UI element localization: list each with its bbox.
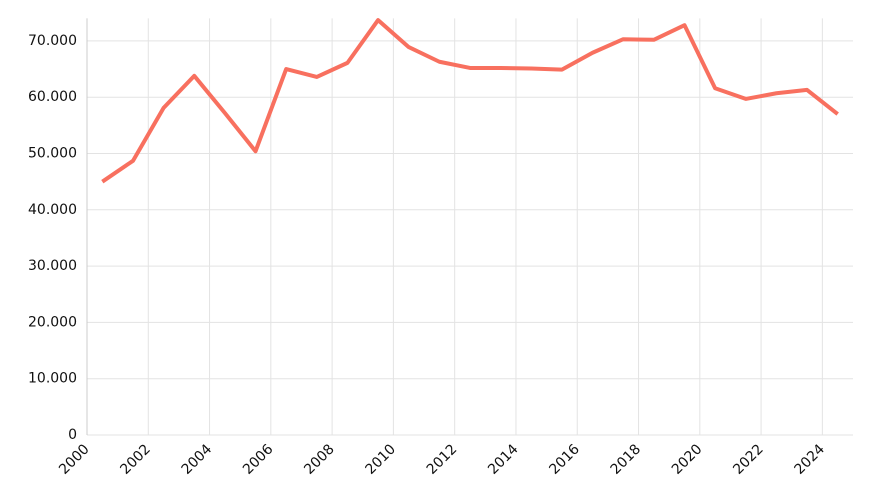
x-tick-label: 2020 xyxy=(669,441,706,478)
x-tick-label: 2010 xyxy=(363,441,400,478)
y-tick-label: 10.000 xyxy=(28,371,77,387)
y-tick-label: 50.000 xyxy=(28,146,77,162)
y-tick-label: 40.000 xyxy=(28,202,77,218)
line-series xyxy=(101,18,839,184)
x-tick-label: 2006 xyxy=(240,441,277,478)
x-tick-label: 2008 xyxy=(301,441,338,478)
x-tick-label: 2002 xyxy=(117,441,154,478)
x-tick-label: 2018 xyxy=(608,441,645,478)
y-tick-label: 30.000 xyxy=(28,258,77,274)
y-tick-label: 60.000 xyxy=(28,89,77,105)
x-tick-label: 2022 xyxy=(730,441,767,478)
x-tick-label: 2000 xyxy=(56,441,93,478)
x-tick-label: 2024 xyxy=(792,441,829,478)
y-tick-label: 70.000 xyxy=(28,33,77,49)
x-tick-label: 2004 xyxy=(179,441,216,478)
x-tick-label: 2016 xyxy=(546,441,583,478)
x-tick-label: 2014 xyxy=(485,441,522,478)
x-tick-label: 2012 xyxy=(424,441,461,478)
y-tick-label: 20.000 xyxy=(28,314,77,330)
y-tick-label: 0 xyxy=(68,427,77,443)
